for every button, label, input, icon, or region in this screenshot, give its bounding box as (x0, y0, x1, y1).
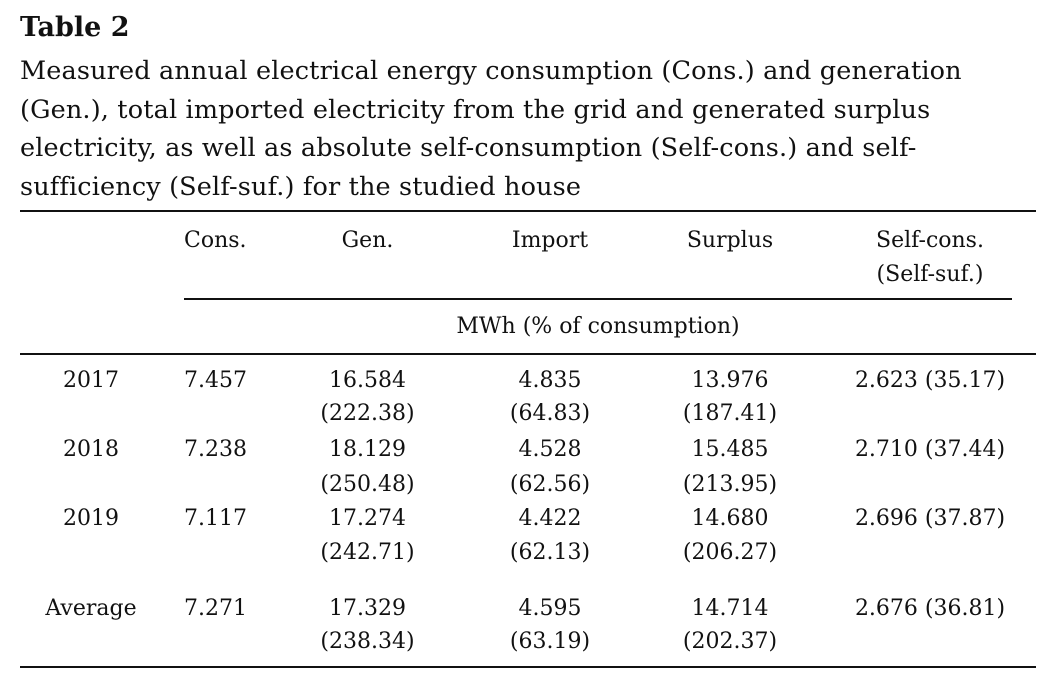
surplus-value: 15.485 (691, 437, 769, 462)
row-label: Average (45, 596, 137, 621)
table-caption: Measured annual electrical energy consum… (20, 56, 962, 202)
import-value: 4.835 (518, 368, 582, 393)
import-value: 4.422 (518, 506, 582, 531)
selfcons-value: 2.676 (36.81) (854, 596, 1006, 621)
header-import: Import (511, 228, 589, 253)
row-label: 2018 (63, 437, 119, 462)
gen-percent: (242.71) (320, 540, 415, 565)
surplus-percent: (206.27) (682, 540, 778, 565)
gen-percent: (222.38) (320, 401, 415, 426)
top-rule (20, 210, 1036, 212)
header-surplus: Surplus (686, 228, 774, 253)
mid-rule (20, 353, 1036, 355)
surplus-value: 14.680 (691, 506, 769, 531)
surplus-value: 14.714 (691, 596, 769, 621)
header-selfcons-line1: Self-cons. (876, 228, 984, 253)
selfcons-value: 2.696 (37.87) (854, 506, 1006, 531)
surplus-percent: (213.95) (682, 472, 778, 497)
gen-percent: (250.48) (320, 472, 415, 497)
import-percent: (63.19) (509, 629, 591, 654)
cons-value: 7.271 (184, 596, 247, 621)
header-subrule (184, 298, 1012, 300)
import-value: 4.528 (518, 437, 582, 462)
cons-value: 7.238 (184, 437, 247, 462)
selfcons-value: 2.710 (37.44) (854, 437, 1006, 462)
row-label: 2019 (63, 506, 119, 531)
unit-label: MWh (% of consumption) (456, 314, 740, 339)
import-percent: (62.13) (509, 540, 591, 565)
header-cons: Cons. (184, 228, 247, 253)
surplus-percent: (187.41) (682, 401, 778, 426)
bottom-rule (20, 666, 1036, 668)
gen-value: 16.584 (329, 368, 406, 393)
gen-value: 17.274 (329, 506, 406, 531)
surplus-percent: (202.37) (682, 629, 778, 654)
gen-percent: (238.34) (320, 629, 415, 654)
gen-value: 18.129 (329, 437, 406, 462)
surplus-value: 13.976 (691, 368, 769, 393)
import-value: 4.595 (518, 596, 582, 621)
header-selfcons-line2: (Self-suf.) (876, 262, 984, 287)
gen-value: 17.329 (329, 596, 406, 621)
import-percent: (62.56) (509, 472, 591, 497)
row-label: 2017 (63, 368, 119, 393)
import-percent: (64.83) (509, 401, 591, 426)
cons-value: 7.457 (184, 368, 247, 393)
header-gen: Gen. (341, 228, 394, 253)
cons-value: 7.117 (184, 506, 247, 531)
selfcons-value: 2.623 (35.17) (854, 368, 1006, 393)
table-title: Table 2 (20, 12, 130, 43)
